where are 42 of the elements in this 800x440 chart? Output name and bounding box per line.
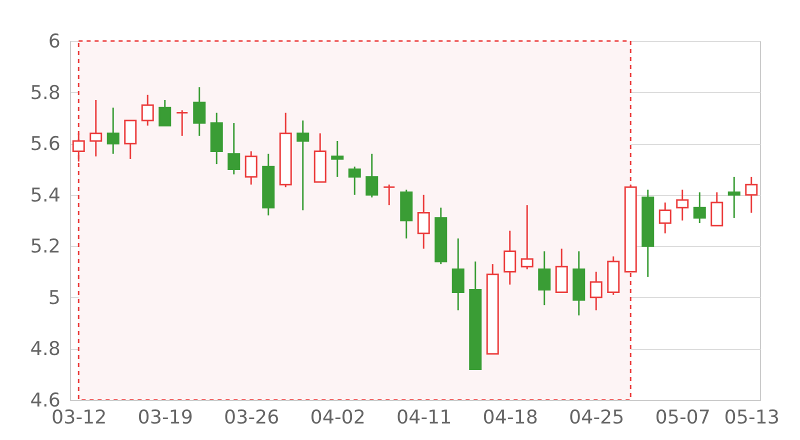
candlestick bbox=[176, 109, 188, 137]
candlestick bbox=[538, 250, 551, 306]
candlestick bbox=[348, 166, 361, 196]
candlestick bbox=[504, 230, 516, 286]
candlestick bbox=[193, 86, 206, 137]
candlestick bbox=[124, 120, 137, 160]
y-tick-label: 6 bbox=[48, 30, 60, 52]
candlestick bbox=[590, 271, 602, 311]
candlestick bbox=[745, 176, 758, 214]
y-tick-label: 5.6 bbox=[30, 133, 60, 156]
candlestick bbox=[228, 122, 240, 176]
x-tick-label: 05-07 bbox=[655, 406, 710, 428]
candlestick bbox=[296, 120, 310, 211]
candlestick bbox=[106, 106, 120, 155]
x-tick-label: 03-26 bbox=[224, 406, 280, 428]
candlestick bbox=[710, 192, 724, 226]
y-tick-label: 4.8 bbox=[30, 338, 60, 360]
candlestick bbox=[452, 238, 464, 311]
x-tick-label: 04-18 bbox=[482, 406, 538, 428]
candlestick bbox=[728, 176, 740, 219]
candlestick bbox=[244, 150, 258, 186]
candlestick bbox=[658, 202, 672, 234]
x-tick-label: 04-02 bbox=[310, 406, 366, 428]
y-tick-label: 5.2 bbox=[30, 236, 60, 258]
candlestick bbox=[417, 194, 430, 250]
candlestick bbox=[331, 140, 344, 178]
candlestick bbox=[366, 153, 378, 198]
candlestick bbox=[520, 204, 534, 270]
candlestick bbox=[676, 188, 689, 222]
y-tick-label: 5 bbox=[48, 286, 60, 309]
x-tick-label: 04-11 bbox=[396, 406, 452, 428]
x-tick-label: 03-19 bbox=[138, 406, 193, 428]
y-tick-label: 5.4 bbox=[30, 184, 60, 206]
candlestick bbox=[382, 184, 396, 206]
candlestick bbox=[90, 99, 102, 158]
candlestick bbox=[693, 192, 706, 224]
y-tick-label: 5.8 bbox=[30, 82, 60, 104]
x-tick-label: 03-12 bbox=[52, 406, 107, 428]
candlestick bbox=[158, 99, 172, 126]
candlestick bbox=[141, 94, 154, 126]
x-tick-label: 05-13 bbox=[724, 406, 780, 428]
x-tick-label: 04-25 bbox=[569, 406, 624, 428]
